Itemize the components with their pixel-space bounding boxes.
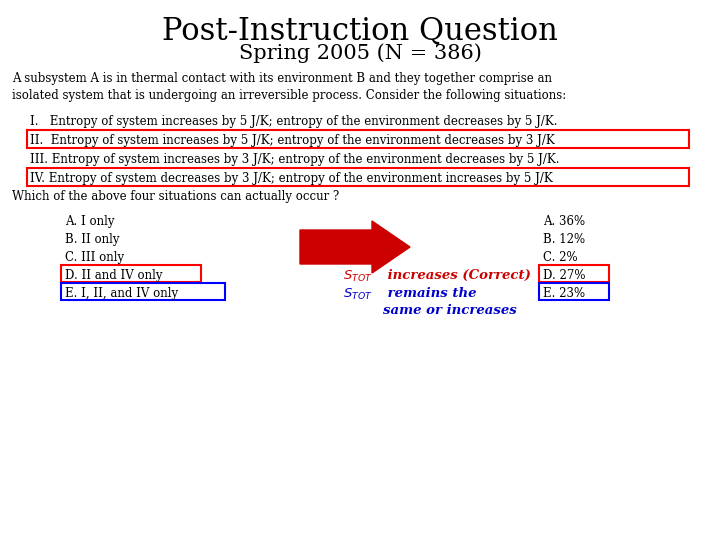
Text: $S_{TOT}$: $S_{TOT}$: [343, 269, 373, 284]
Text: D. II and IV only: D. II and IV only: [65, 269, 163, 282]
Text: III. Entropy of system increases by 3 J/K; entropy of the environment decreases : III. Entropy of system increases by 3 J/…: [30, 153, 559, 166]
Text: Post-Instruction Question: Post-Instruction Question: [162, 15, 558, 46]
Text: A subsystem A is in thermal contact with its environment B and they together com: A subsystem A is in thermal contact with…: [12, 72, 566, 102]
Text: D. 27%: D. 27%: [543, 269, 585, 282]
Text: E. 23%: E. 23%: [543, 287, 585, 300]
Text: B. 12%: B. 12%: [543, 233, 585, 246]
Text: Spring 2005 (N = 386): Spring 2005 (N = 386): [238, 43, 482, 63]
Text: increases (Correct): increases (Correct): [383, 269, 531, 282]
Text: I.   Entropy of system increases by 5 J/K; entropy of the environment decreases : I. Entropy of system increases by 5 J/K;…: [30, 115, 557, 128]
Text: C. III only: C. III only: [65, 251, 124, 264]
Text: C. 2%: C. 2%: [543, 251, 577, 264]
FancyArrow shape: [300, 221, 410, 273]
Text: B. II only: B. II only: [65, 233, 120, 246]
Text: remains the
same or increases: remains the same or increases: [383, 287, 517, 317]
Text: Which of the above four situations can actually occur ?: Which of the above four situations can a…: [12, 190, 339, 203]
Text: A. I only: A. I only: [65, 215, 114, 228]
Text: IV. Entropy of system decreases by 3 J/K; entropy of the environment increases b: IV. Entropy of system decreases by 3 J/K…: [30, 172, 553, 185]
Text: E. I, II, and IV only: E. I, II, and IV only: [65, 287, 178, 300]
Text: A. 36%: A. 36%: [543, 215, 585, 228]
Text: $S_{TOT}$: $S_{TOT}$: [343, 287, 373, 302]
Text: II.  Entropy of system increases by 5 J/K; entropy of the environment decreases : II. Entropy of system increases by 5 J/K…: [30, 134, 554, 147]
